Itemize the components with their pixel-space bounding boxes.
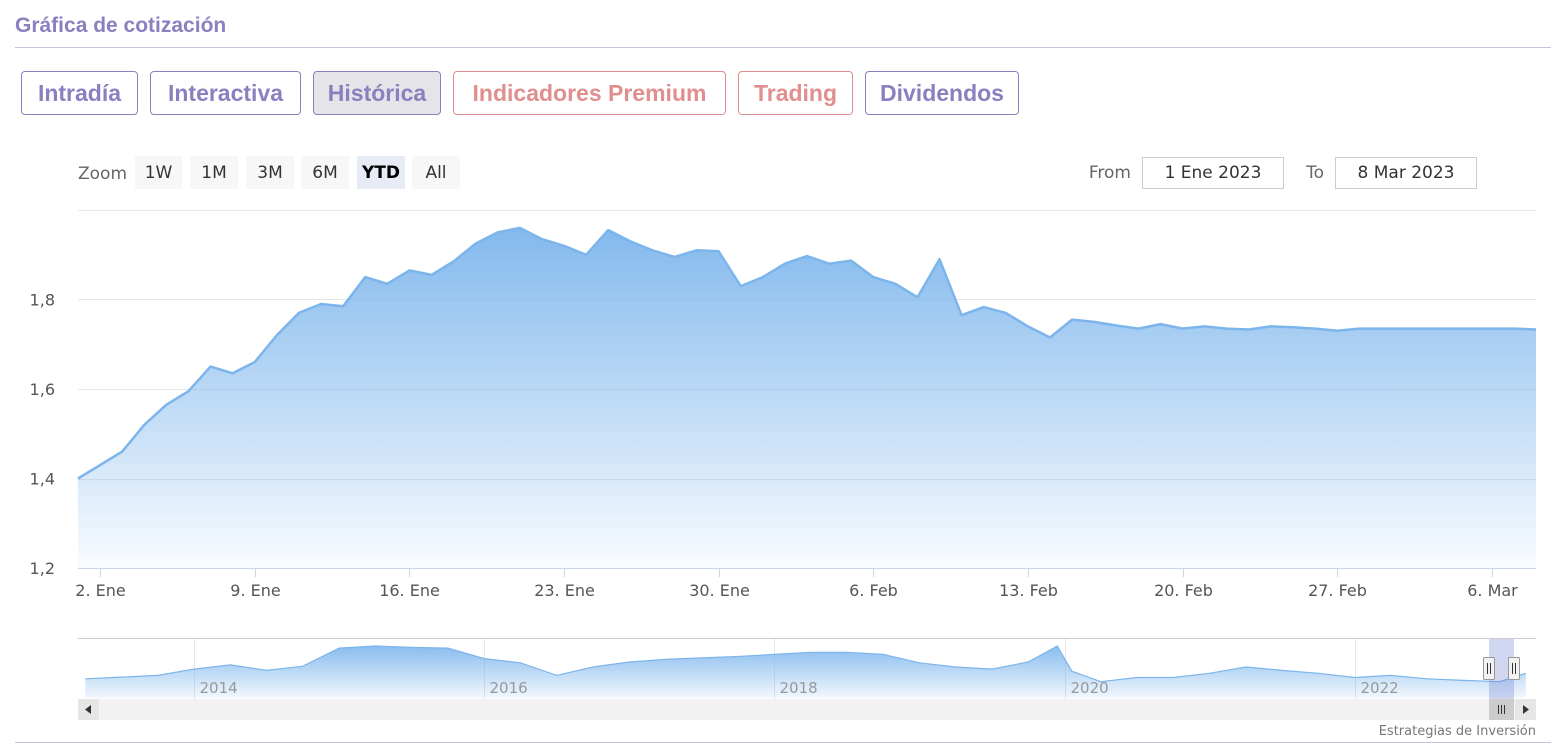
scrollbar-thumb[interactable] xyxy=(1489,699,1514,720)
navigator-right-handle[interactable] xyxy=(1508,657,1520,680)
x-tick-label: 6. Feb xyxy=(849,581,898,600)
navigator-area xyxy=(85,646,1526,698)
zoom-button-label: YTD xyxy=(361,163,400,183)
y-tick-label: 1,4 xyxy=(30,470,55,489)
navigator-tick-label: 2014 xyxy=(200,679,238,697)
x-tick-label: 30. Ene xyxy=(689,581,750,600)
section-title: Gráfica de cotización xyxy=(15,14,227,37)
credits-label[interactable]: Estrategias de Inversión xyxy=(1379,724,1536,739)
price-series-line[interactable] xyxy=(77,226,1537,480)
tab-intradia[interactable]: Intradía xyxy=(21,71,138,115)
zoom-button-ytd[interactable]: YTD xyxy=(357,156,405,189)
chevron-left-icon xyxy=(85,705,91,714)
chevron-right-icon xyxy=(1523,705,1529,714)
y-tick-label: 1,8 xyxy=(30,291,55,310)
to-date-value: 8 Mar 2023 xyxy=(1358,163,1455,183)
zoom-button-label: 1W xyxy=(145,163,173,183)
y-tick-label: 1,6 xyxy=(30,380,55,399)
from-date-value: 1 Ene 2023 xyxy=(1165,163,1262,183)
tab-interactiva[interactable]: Interactiva xyxy=(150,71,301,115)
scroll-right-button[interactable] xyxy=(1515,699,1536,720)
tab-indicadores-premium[interactable]: Indicadores Premium xyxy=(453,71,726,115)
scroll-left-button[interactable] xyxy=(78,699,99,720)
scrollbar[interactable] xyxy=(78,699,1536,720)
zoom-button-label: 3M xyxy=(257,163,282,183)
zoom-button-1m[interactable]: 1M xyxy=(190,156,238,189)
y-tick-label: 1,2 xyxy=(30,559,55,578)
zoom-button-label: 1M xyxy=(201,163,226,183)
navigator-tick-label: 2016 xyxy=(490,679,528,697)
to-date-input[interactable]: 8 Mar 2023 xyxy=(1335,157,1477,189)
navigator: 2014 2016 2018 2020 2022 xyxy=(78,638,1536,699)
x-tick-label: 9. Ene xyxy=(230,581,280,600)
area-fill xyxy=(78,227,1536,568)
navigator-tick-label: 2020 xyxy=(1071,679,1109,697)
x-tick-label: 23. Ene xyxy=(534,581,595,600)
x-tick-label: 20. Feb xyxy=(1154,581,1213,600)
zoom-button-1w[interactable]: 1W xyxy=(135,156,182,189)
navigator-plot xyxy=(85,645,1526,698)
plot-area xyxy=(77,226,1537,569)
navigator-tick-label: 2022 xyxy=(1361,679,1399,697)
scrollbar-track[interactable] xyxy=(78,699,1536,720)
x-tick-label: 13. Feb xyxy=(999,581,1058,600)
navigator-tick-label: 2018 xyxy=(780,679,818,697)
tab-dividendos[interactable]: Dividendos xyxy=(865,71,1019,115)
x-tick-label: 2. Ene xyxy=(75,581,125,600)
tab-historica[interactable]: Histórica xyxy=(313,71,441,115)
to-label: To xyxy=(1305,163,1324,183)
x-tick-label: 6. Mar xyxy=(1467,581,1518,600)
zoom-button-all[interactable]: All xyxy=(412,156,460,189)
y-axis: 1,2 1,4 1,6 1,8 xyxy=(30,291,55,579)
navigator-series-line xyxy=(85,645,1526,683)
x-axis: 2. Ene 9. Ene 16. Ene 23. Ene 30. Ene 6. Feb 1… xyxy=(75,568,1518,600)
from-date-input[interactable]: 1 Ene 2023 xyxy=(1142,157,1284,189)
zoom-button-label: 6M xyxy=(312,163,337,183)
zoom-button-label: All xyxy=(425,163,446,183)
range-selector: Zoom 1W 1M 3M 6M YTD All From 1 Ene 202 xyxy=(78,156,1477,189)
zoom-button-3m[interactable]: 3M xyxy=(246,156,294,189)
navigator-x-axis: 2014 2016 2018 2020 2022 xyxy=(200,679,1399,697)
x-tick-label: 27. Feb xyxy=(1308,581,1367,600)
x-tick-label: 16. Ene xyxy=(379,581,440,600)
navigator-left-handle[interactable] xyxy=(1483,657,1495,680)
zoom-label: Zoom xyxy=(78,164,127,184)
from-label: From xyxy=(1089,163,1131,183)
title-divider xyxy=(15,47,1551,48)
tab-trading[interactable]: Trading xyxy=(738,71,853,115)
zoom-button-6m[interactable]: 6M xyxy=(301,156,349,189)
